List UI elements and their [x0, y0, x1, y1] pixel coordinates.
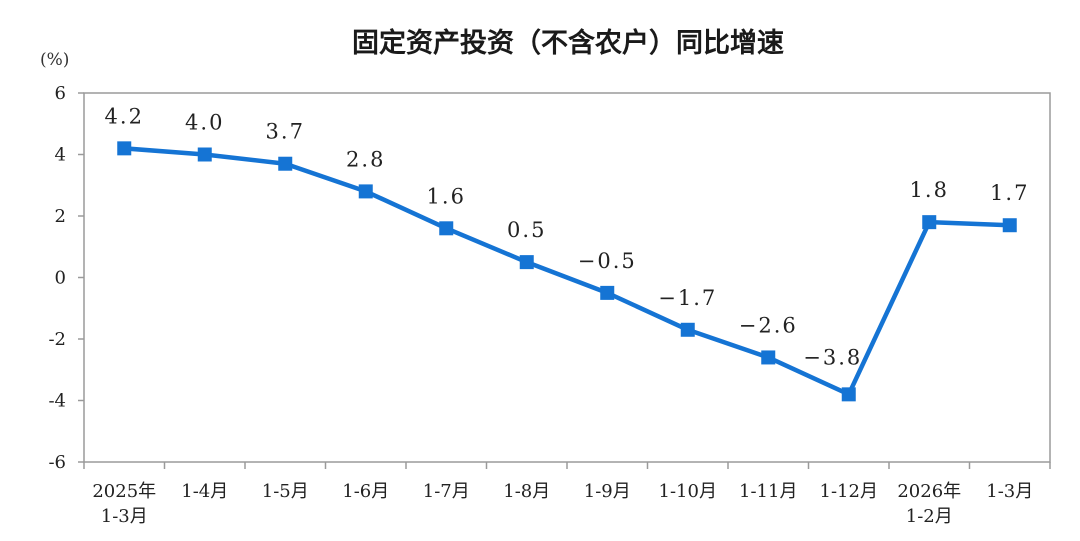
- x-tick-label: 1-3月: [986, 481, 1033, 502]
- x-tick-label: 1-11月: [739, 481, 797, 502]
- chart-title: 固定资产投资（不含农户）同比增速: [352, 27, 784, 59]
- y-tick-label: 6: [55, 83, 66, 104]
- data-label: −1.7: [658, 286, 717, 310]
- data-label: 1.6: [427, 184, 466, 208]
- data-point-marker: [922, 215, 937, 230]
- x-tick-label: 2026年: [897, 481, 961, 502]
- x-axis: 2025年 1-3月 1-4月 1-5月 1-6月 1-7月 1-8月 1-9月 1-10月 1-…: [83, 462, 1051, 527]
- y-tick-label: -4: [48, 391, 66, 412]
- data-series: [117, 141, 1017, 402]
- data-point-marker: [278, 156, 293, 171]
- y-axis-unit: (%): [40, 50, 69, 70]
- y-tick-label: -6: [48, 452, 66, 473]
- x-tick-label: 1-12月: [820, 481, 878, 502]
- x-tick-label: 1-8月: [503, 481, 550, 502]
- data-point-marker: [358, 184, 373, 199]
- y-tick-label: 4: [55, 145, 66, 166]
- x-tick-label: 1-9月: [584, 481, 631, 502]
- y-tick-label: -2: [48, 329, 66, 350]
- data-point-marker: [519, 255, 534, 270]
- x-tick-label: 1-3月: [101, 506, 148, 527]
- data-point-marker: [117, 141, 132, 156]
- x-tick-label: 1-5月: [262, 481, 309, 502]
- data-label: 4.2: [105, 104, 144, 128]
- x-tick-label: 2025年: [92, 481, 156, 502]
- series-line: [124, 146, 1010, 397]
- data-label: −2.6: [739, 313, 798, 337]
- x-tick-label: 1-6月: [342, 481, 389, 502]
- data-point-marker: [761, 350, 776, 365]
- y-tick-label: 0: [55, 268, 66, 289]
- x-tick-label: 1-2月: [906, 506, 953, 527]
- data-label: 3.7: [266, 120, 305, 144]
- data-label: 0.5: [507, 218, 546, 242]
- data-point-marker: [197, 147, 212, 162]
- data-label: −0.5: [578, 249, 637, 273]
- data-label: 1.8: [910, 178, 949, 202]
- x-tick-label: 1-7月: [423, 481, 470, 502]
- data-label: 2.8: [346, 147, 385, 171]
- data-point-marker: [439, 221, 454, 236]
- y-axis: 6 4 2 0 -2 -4 -6: [48, 83, 84, 473]
- x-tick-label: 1-10月: [659, 481, 717, 502]
- data-point-marker: [1002, 218, 1017, 233]
- data-label: 4.0: [185, 111, 224, 135]
- x-tick-label: 1-4月: [181, 481, 228, 502]
- y-tick-label: 2: [55, 206, 66, 227]
- data-label: 1.7: [990, 181, 1029, 205]
- data-point-marker: [841, 387, 856, 402]
- data-labels: 4.2 4.0 3.7 2.8 1.6 0.5 −0.5 −1.7 −2.6−3.8 1.8 1.7: [105, 104, 1029, 369]
- data-point-marker: [600, 285, 615, 300]
- data-label: −3.8: [803, 345, 862, 369]
- data-point-marker: [680, 322, 695, 337]
